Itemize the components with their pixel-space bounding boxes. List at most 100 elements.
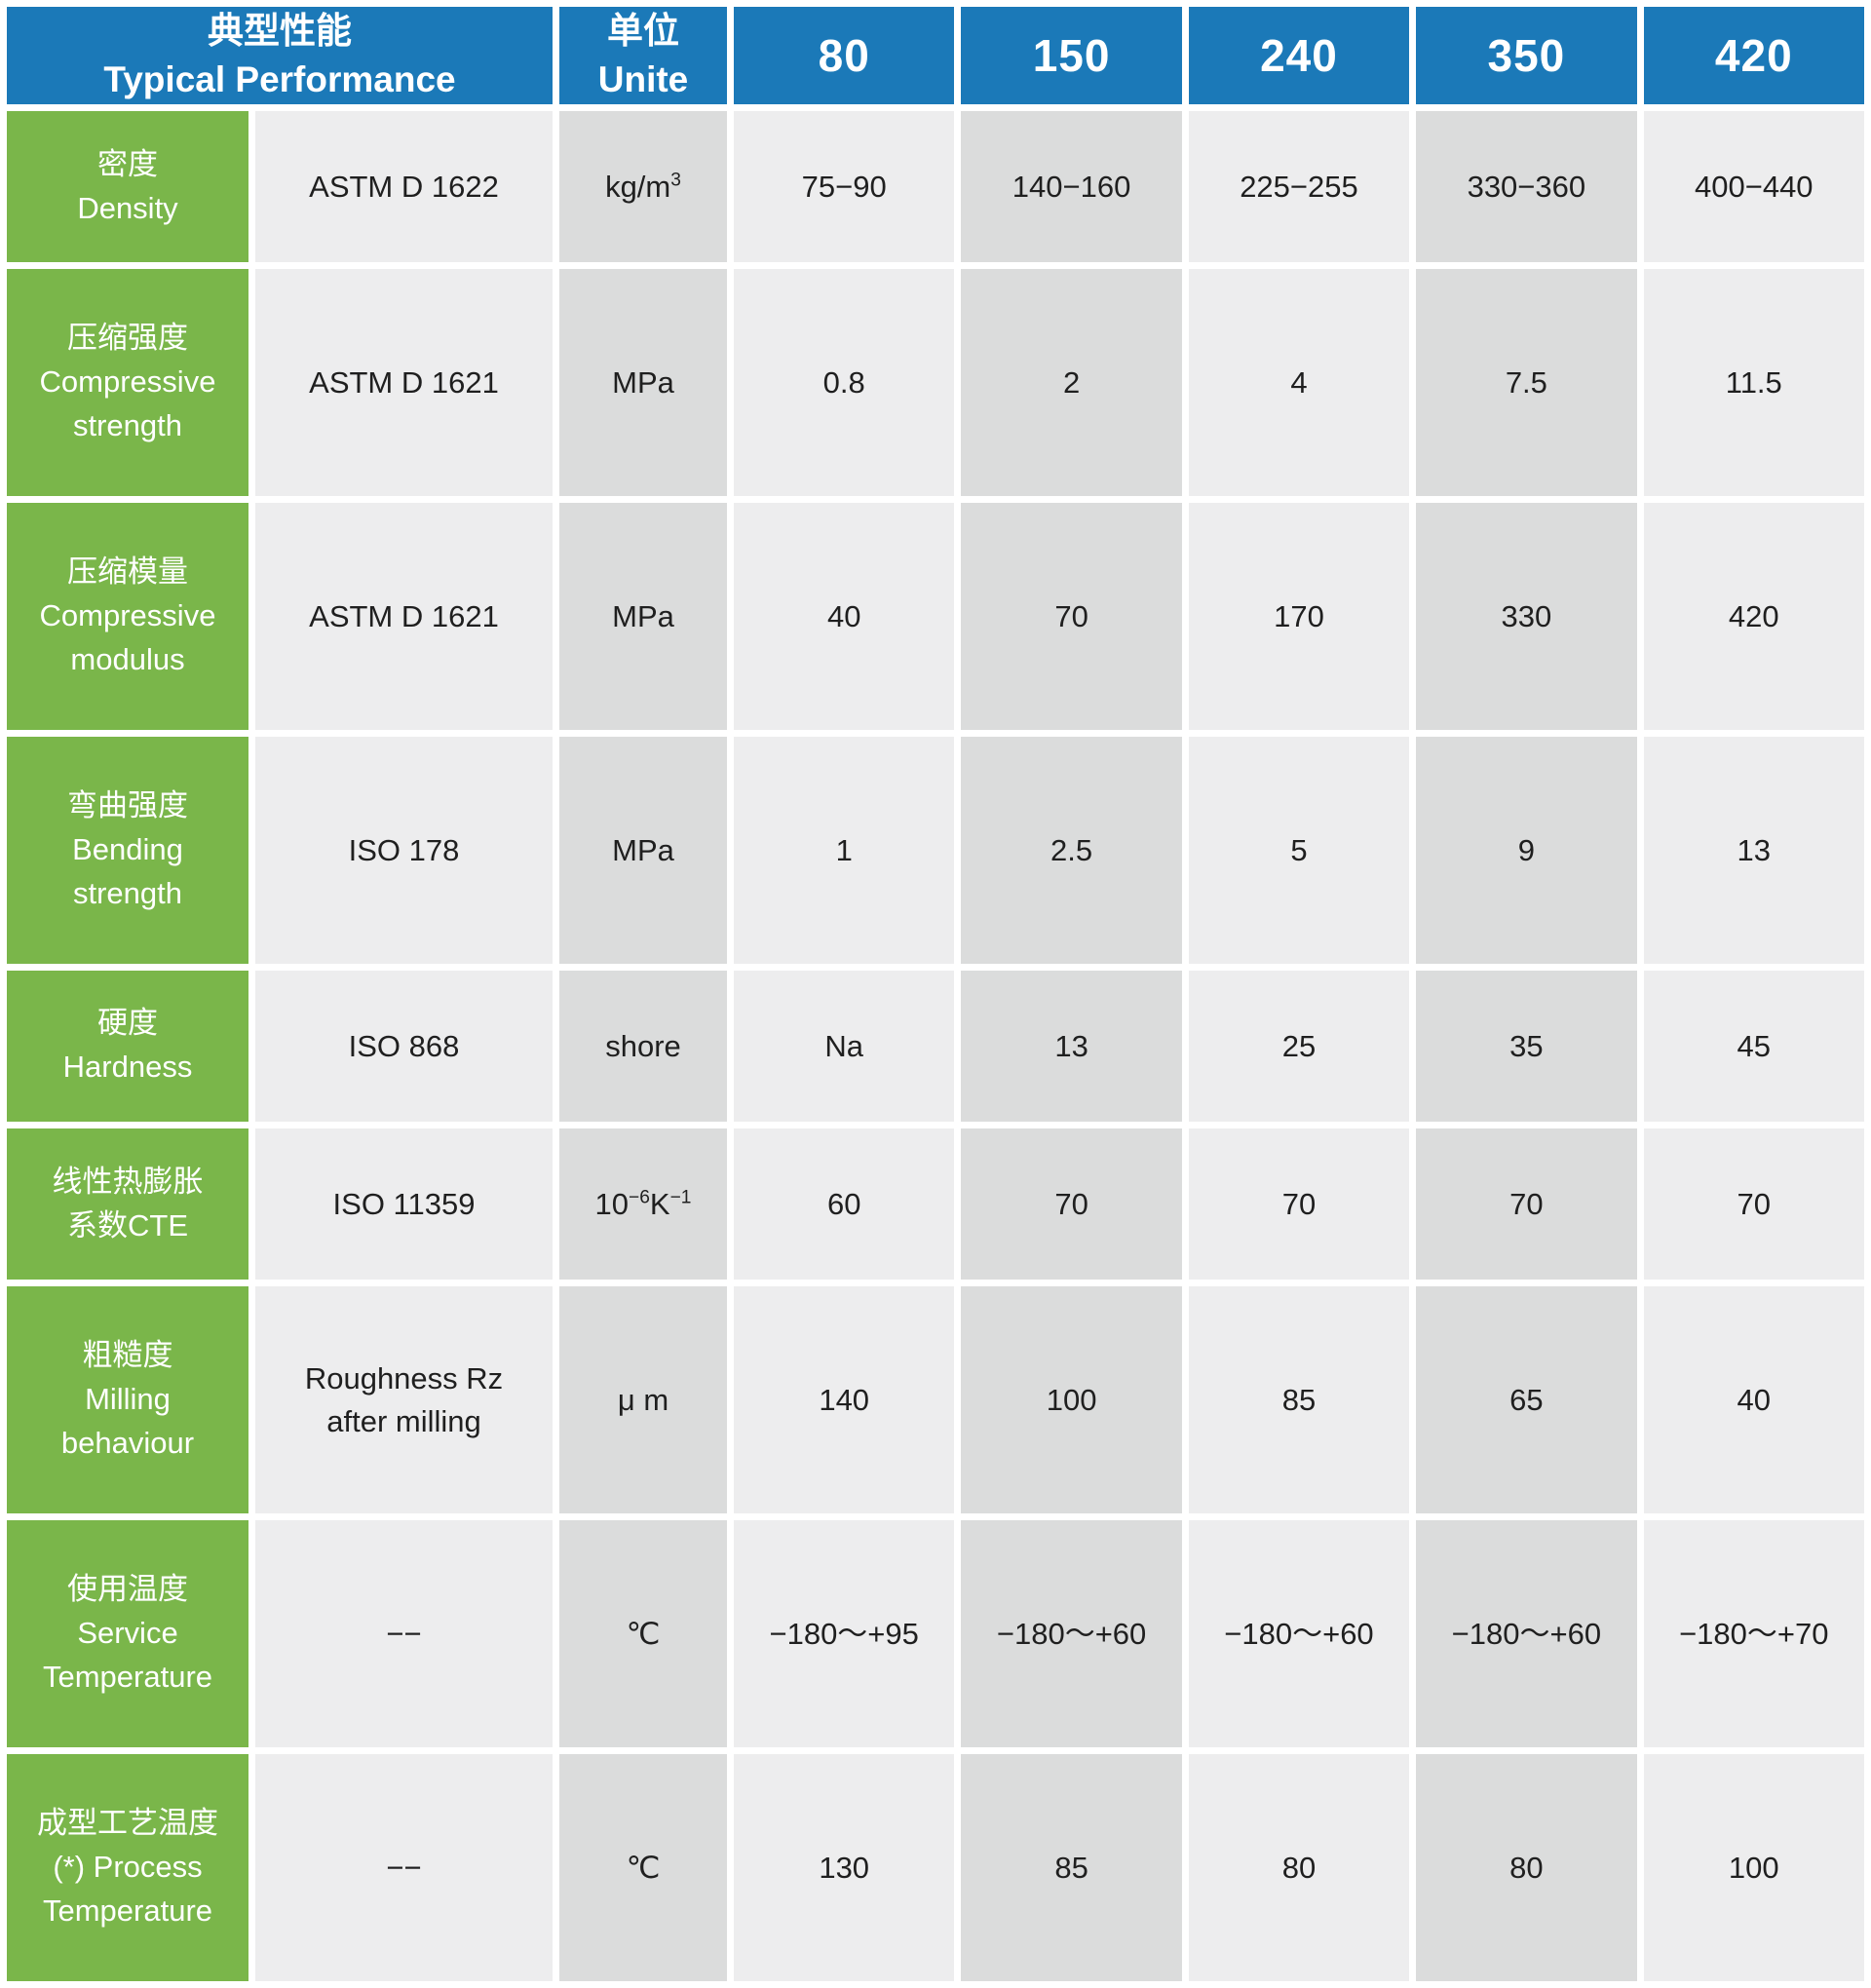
value-cell: 80 <box>1416 1754 1637 1981</box>
value-cell: 13 <box>961 970 1182 1123</box>
property-label-zh: 压缩模量 <box>67 554 188 590</box>
header-row: 典型性能 Typical Performance 单位 Unite 80 150… <box>7 7 1864 104</box>
property-label-en: Service Temperature <box>42 1616 213 1695</box>
unit-column-header: 单位 Unite <box>559 7 727 104</box>
table-title-zh: 典型性能 <box>208 11 352 51</box>
unit-cell: shore <box>559 970 727 1123</box>
test-standard: ASTM D 1621 <box>255 503 553 730</box>
value-cell: 100 <box>961 1286 1182 1514</box>
property-label-zh: 粗糙度 <box>82 1338 173 1373</box>
property-label-zh: 弯曲强度 <box>67 787 188 822</box>
value-cell: 420 <box>1643 503 1864 730</box>
property-label-en: Hardness <box>62 1050 193 1085</box>
value-cell: 225−255 <box>1188 110 1410 263</box>
property-label: 硬度 Hardness <box>7 970 248 1123</box>
value-cell: 45 <box>1643 970 1864 1123</box>
grade-header: 240 <box>1188 7 1410 104</box>
property-label-zh: 成型工艺温度 <box>37 1806 218 1841</box>
unit-cell: μ m <box>559 1286 727 1514</box>
grade-header: 150 <box>961 7 1182 104</box>
value-cell: 330−360 <box>1416 110 1637 263</box>
value-cell: −180〜+70 <box>1643 1520 1864 1748</box>
test-standard: ISO 178 <box>255 736 553 964</box>
value-cell: 40 <box>1643 1286 1864 1514</box>
property-label: 压缩模量 Compressive modulus <box>7 503 248 730</box>
value-cell: 330 <box>1416 503 1637 730</box>
value-cell: 5 <box>1188 736 1410 964</box>
value-cell: 130 <box>734 1754 955 1981</box>
value-cell: 2.5 <box>961 736 1182 964</box>
table-title: 典型性能 Typical Performance <box>7 7 553 104</box>
value-cell: −180〜+60 <box>1416 1520 1637 1748</box>
value-cell: 80 <box>1188 1754 1410 1981</box>
unit-cell: MPa <box>559 503 727 730</box>
unit-cell: MPa <box>559 269 727 497</box>
grade-header: 80 <box>734 7 955 104</box>
property-label-zh: 密度 <box>97 146 158 181</box>
table-row-hardness: 硬度 Hardness ISO 868 shore Na 13 25 35 45 <box>7 970 1864 1123</box>
value-cell: 70 <box>1188 1128 1410 1281</box>
property-label: 成型工艺温度 (*) Process Temperature <box>7 1754 248 1981</box>
value-cell: 140 <box>734 1286 955 1514</box>
property-label-zh: 使用温度 <box>67 1572 188 1607</box>
value-cell: −180〜+60 <box>1188 1520 1410 1748</box>
value-cell: 100 <box>1643 1754 1864 1981</box>
table-row-cte: 线性热膨胀 系数CTE ISO 11359 10−6K−1 60 70 70 7… <box>7 1128 1864 1281</box>
property-label-zh: 压缩强度 <box>67 321 188 356</box>
unit-cell: 10−6K−1 <box>559 1128 727 1281</box>
value-cell: 60 <box>734 1128 955 1281</box>
property-label-en: Milling behaviour <box>60 1382 195 1461</box>
property-label: 线性热膨胀 系数CTE <box>7 1128 248 1281</box>
value-cell: 4 <box>1188 269 1410 497</box>
unit-cell: kg/m3 <box>559 110 727 263</box>
test-standard: Roughness Rz after milling <box>255 1286 553 1514</box>
value-cell: 25 <box>1188 970 1410 1123</box>
property-label-en: (*) Process Temperature <box>42 1850 213 1928</box>
value-cell: 11.5 <box>1643 269 1864 497</box>
value-cell: 70 <box>961 503 1182 730</box>
value-cell: 7.5 <box>1416 269 1637 497</box>
table-title-en: Typical Performance <box>103 58 456 99</box>
table-row-process-temperature: 成型工艺温度 (*) Process Temperature −− ℃ 130 … <box>7 1754 1864 1981</box>
table-row-milling: 粗糙度 Milling behaviour Roughness Rz after… <box>7 1286 1864 1514</box>
value-cell: 140−160 <box>961 110 1182 263</box>
value-cell: 13 <box>1643 736 1864 964</box>
table-row-service-temperature: 使用温度 Service Temperature −− ℃ −180〜+95 −… <box>7 1520 1864 1748</box>
property-label: 粗糙度 Milling behaviour <box>7 1286 248 1514</box>
value-cell: 40 <box>734 503 955 730</box>
value-cell: 70 <box>1416 1128 1637 1281</box>
test-standard: ISO 11359 <box>255 1128 553 1281</box>
unit-cell: MPa <box>559 736 727 964</box>
property-label: 压缩强度 Compressive strength <box>7 269 248 497</box>
value-cell: 0.8 <box>734 269 955 497</box>
grade-header: 350 <box>1416 7 1637 104</box>
value-cell: 2 <box>961 269 1182 497</box>
unit-header-en: Unite <box>597 58 689 99</box>
table-row-density: 密度 Density ASTM D 1622 kg/m3 75−90 140−1… <box>7 110 1864 263</box>
test-standard: ASTM D 1621 <box>255 269 553 497</box>
table-row-compressive-modulus: 压缩模量 Compressive modulus ASTM D 1621 MPa… <box>7 503 1864 730</box>
test-standard: ASTM D 1622 <box>255 110 553 263</box>
property-label-zh: 硬度 <box>97 1006 158 1041</box>
value-cell: 9 <box>1416 736 1637 964</box>
property-label-en: Density <box>77 190 178 225</box>
value-cell: 400−440 <box>1643 110 1864 263</box>
value-cell: 70 <box>1643 1128 1864 1281</box>
property-label-en: Compressive modulus <box>39 597 216 676</box>
value-cell: 65 <box>1416 1286 1637 1514</box>
value-cell: Na <box>734 970 955 1123</box>
value-cell: 85 <box>961 1754 1182 1981</box>
value-cell: 70 <box>961 1128 1182 1281</box>
property-label: 密度 Density <box>7 110 248 263</box>
value-cell: 1 <box>734 736 955 964</box>
unit-cell: ℃ <box>559 1520 727 1748</box>
property-label-zh: 线性热膨胀 系数CTE <box>52 1164 204 1242</box>
test-standard: −− <box>255 1754 553 1981</box>
property-label: 弯曲强度 Bending strength <box>7 736 248 964</box>
table-row-compressive-strength: 压缩强度 Compressive strength ASTM D 1621 MP… <box>7 269 1864 497</box>
unit-header-zh: 单位 <box>607 11 679 51</box>
value-cell: 35 <box>1416 970 1637 1123</box>
value-cell: 170 <box>1188 503 1410 730</box>
value-cell: 85 <box>1188 1286 1410 1514</box>
